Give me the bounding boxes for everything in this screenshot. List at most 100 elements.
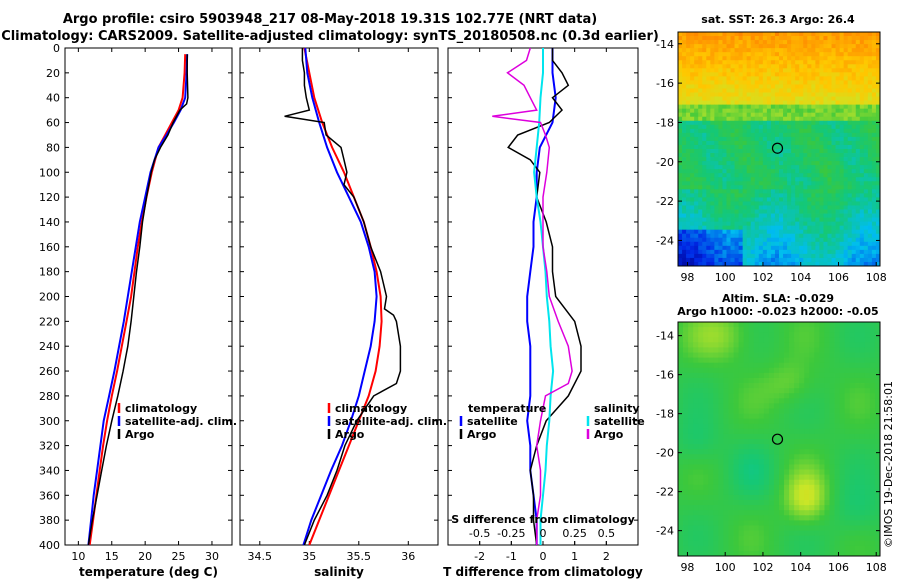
sst-map-cell xyxy=(770,84,776,89)
sst-map-cell xyxy=(815,72,820,77)
sla-map-cell xyxy=(713,352,719,359)
sst-map-cell xyxy=(831,241,836,247)
sla-map-cell xyxy=(738,444,745,450)
sla-map-cell xyxy=(688,413,694,420)
sst-map-cell xyxy=(750,241,756,247)
sst-map-cell xyxy=(734,144,739,150)
sst-map-cell xyxy=(726,225,731,231)
sst-map-cell xyxy=(799,92,804,97)
sst-map-cell xyxy=(799,225,804,231)
sst-map-cell xyxy=(787,128,792,134)
sst-map-cell xyxy=(686,161,691,166)
sst-map-cell xyxy=(722,140,727,146)
sla-map-cell xyxy=(854,423,861,430)
sla-map-cell xyxy=(718,337,724,343)
sst-map-cell xyxy=(835,153,840,158)
sst-map-cell xyxy=(718,64,723,69)
sst-map-cell xyxy=(722,233,727,239)
sla-map-cell xyxy=(693,444,699,450)
sst-map-cell xyxy=(686,169,691,174)
sst-map-cell xyxy=(746,233,752,239)
sla-map-cell xyxy=(698,530,704,537)
sst-map-cell xyxy=(758,153,764,158)
sla-map-cell xyxy=(693,372,699,379)
sst-map-cell xyxy=(682,153,687,158)
sla-map-cell xyxy=(693,342,699,348)
sst-map-cell xyxy=(831,181,836,186)
sla-map-cell xyxy=(824,545,830,552)
sst-map-cell xyxy=(770,237,776,243)
sst-map-cell xyxy=(831,88,836,93)
sst-map-cell xyxy=(859,157,865,162)
sla-map-cell xyxy=(849,510,856,516)
sst-map-cell xyxy=(787,173,792,178)
sla-map-cell xyxy=(748,393,755,399)
sst-map-cell xyxy=(710,88,715,93)
sst-map-cell xyxy=(718,197,723,202)
sla-map-cell xyxy=(688,510,694,516)
sla-map-cell xyxy=(703,469,709,476)
sla-map-cell xyxy=(768,327,775,333)
sst-map-x-tick-label: 100 xyxy=(715,271,736,284)
sla-map-cell xyxy=(743,372,750,379)
sla-map-cell xyxy=(834,342,840,348)
sla-map-cell xyxy=(713,383,719,389)
sst-map-cell xyxy=(827,136,832,142)
sla-map-cell xyxy=(708,398,714,404)
sst-map-cell xyxy=(742,116,748,122)
sla-map-cell xyxy=(789,494,795,501)
sst-map-cell xyxy=(863,241,869,247)
sst-map-cell xyxy=(787,84,792,89)
sst-map-cell xyxy=(835,124,840,130)
difference-series-s-argo xyxy=(492,47,573,545)
sst-map-cell xyxy=(698,169,703,174)
sst-map-cell xyxy=(678,100,683,106)
sst-map-cell xyxy=(770,257,776,263)
sst-map-cell xyxy=(859,221,865,227)
sla-map-cell xyxy=(819,403,825,409)
sla-map-cell xyxy=(869,484,876,491)
sst-map-cell xyxy=(770,221,776,227)
sst-map-cell xyxy=(702,64,707,69)
sla-map-cell xyxy=(809,428,815,435)
sla-map-cell xyxy=(748,367,755,374)
sla-map-cell xyxy=(804,322,810,328)
sst-map-cell xyxy=(694,201,699,206)
sla-map-cell xyxy=(794,357,800,364)
sst-map-cell xyxy=(803,173,808,178)
sst-map-cell xyxy=(718,60,723,65)
sla-map-cell xyxy=(839,372,846,379)
sla-map-cell xyxy=(773,464,780,470)
sla-map-cell xyxy=(743,469,750,476)
sst-map-cell xyxy=(702,177,707,182)
sla-map-cell xyxy=(809,530,815,537)
sst-map-cell xyxy=(770,229,776,235)
sla-map-cell xyxy=(804,408,810,414)
sst-map-cell xyxy=(803,161,808,166)
sst-map-cell xyxy=(799,153,804,158)
sst-map-cell xyxy=(686,249,691,255)
sst-map-cell xyxy=(815,181,820,186)
sst-map-cell xyxy=(859,205,865,210)
sst-map-cell xyxy=(686,72,691,77)
sst-map-cell xyxy=(867,217,873,223)
sla-map-cell xyxy=(758,377,765,384)
sst-map-cell xyxy=(875,72,881,77)
sst-map-cell xyxy=(791,44,796,49)
sst-map-cell xyxy=(843,40,849,45)
sst-map-cell xyxy=(714,144,719,150)
sla-map-title-line1: Altim. SLA: -0.029 xyxy=(721,292,835,305)
sst-map-cell xyxy=(819,136,824,142)
sla-map-cell xyxy=(829,342,835,348)
sst-map-cell xyxy=(779,92,784,97)
chart-title-line2: Climatology: CARS2009. Satellite-adjuste… xyxy=(1,29,659,44)
sst-map-cell xyxy=(682,76,687,81)
sst-map-cell xyxy=(799,185,804,190)
sst-map-cell xyxy=(766,165,772,170)
sla-map-cell xyxy=(713,362,719,369)
sst-map-cell xyxy=(714,205,719,210)
sla-map-cell xyxy=(758,530,765,537)
sst-map-cell xyxy=(718,241,723,247)
sst-map-cell xyxy=(831,161,836,166)
sst-map-cell xyxy=(758,209,764,214)
